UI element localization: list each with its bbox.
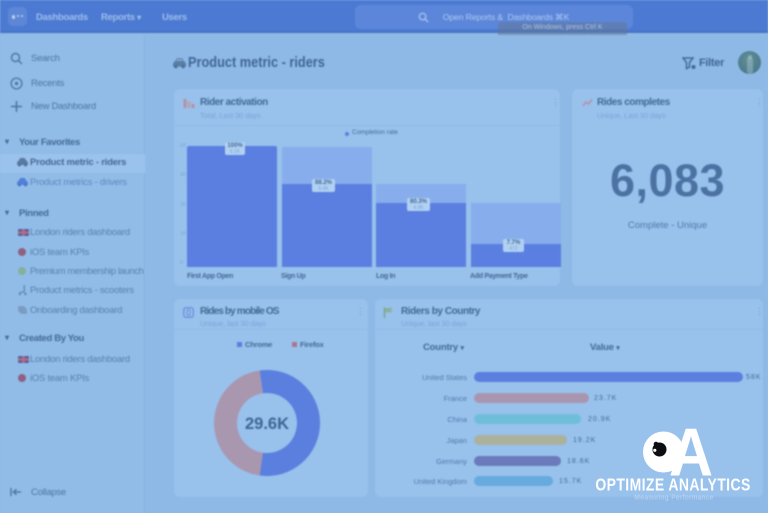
svg-text:OPTIMIZE ANALYTICS: OPTIMIZE ANALYTICS (595, 476, 750, 495)
svg-text:A: A (669, 415, 713, 490)
svg-text:Measuring Performance: Measuring Performance (634, 493, 713, 501)
svg-text:29.6K: 29.6K (245, 415, 289, 433)
